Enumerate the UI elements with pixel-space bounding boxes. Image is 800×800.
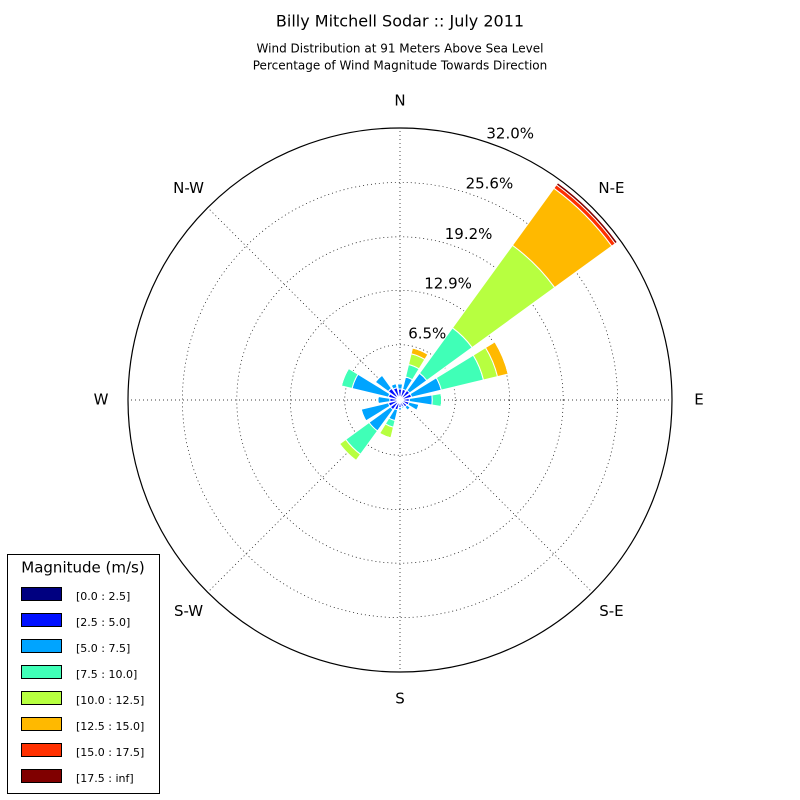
- direction-label: E: [694, 391, 703, 409]
- legend-label: [5.0 : 7.5]: [76, 642, 130, 655]
- direction-label: N-W: [173, 179, 204, 197]
- legend-label: [10.0 : 12.5]: [76, 694, 144, 707]
- legend-label: [17.5 : inf]: [76, 772, 134, 785]
- legend-label: [0.0 : 2.5]: [76, 590, 130, 603]
- polar-frame: [127, 127, 673, 673]
- legend-title: Magnitude (m/s): [21, 559, 144, 577]
- grid-ring: [344, 344, 456, 456]
- grid-spoke: [207, 207, 401, 401]
- grid-ring: [290, 290, 511, 511]
- direction-label: S-E: [599, 602, 623, 620]
- legend-swatch: [21, 639, 62, 653]
- legend-swatch: [21, 587, 62, 601]
- legend-label: [12.5 : 15.0]: [76, 720, 144, 733]
- legend-label: [15.0 : 17.5]: [76, 746, 144, 759]
- grid-ring: [236, 236, 564, 564]
- ring-label: 32.0%: [486, 124, 534, 142]
- ring-label: 12.9%: [424, 274, 472, 292]
- wind-segment: [390, 382, 397, 386]
- legend-swatch: [21, 691, 62, 705]
- grid-ring: [182, 182, 618, 618]
- legend-label: [2.5 : 5.0]: [76, 616, 130, 629]
- ring-label: 25.6%: [466, 175, 514, 193]
- direction-label: N: [394, 92, 405, 110]
- wind-segment: [555, 181, 619, 245]
- legend-swatch: [21, 743, 62, 757]
- legend-swatch: [21, 613, 62, 627]
- ring-label: 6.5%: [408, 325, 446, 343]
- wind-segment: [440, 393, 443, 407]
- ring-label: 19.2%: [445, 225, 493, 243]
- wind-segment: [396, 383, 404, 390]
- chart-subtitle: Wind Distribution at 91 Meters Above Sea…: [257, 42, 544, 56]
- chart-subtitle: Percentage of Wind Magnitude Towards Dir…: [253, 59, 547, 73]
- direction-label: W: [94, 391, 109, 409]
- grid-spoke: [399, 399, 593, 593]
- legend-swatch: [21, 769, 62, 783]
- legend-swatch: [21, 717, 62, 731]
- grid-spoke: [207, 399, 401, 593]
- legend-swatch: [21, 665, 62, 679]
- legend-label: [7.5 : 10.0]: [76, 668, 137, 681]
- direction-label: S-W: [174, 602, 203, 620]
- wind-segment: [431, 392, 443, 408]
- direction-label: N-E: [598, 179, 624, 197]
- direction-label: S: [395, 690, 405, 708]
- chart-title: Billy Mitchell Sodar :: July 2011: [276, 12, 524, 31]
